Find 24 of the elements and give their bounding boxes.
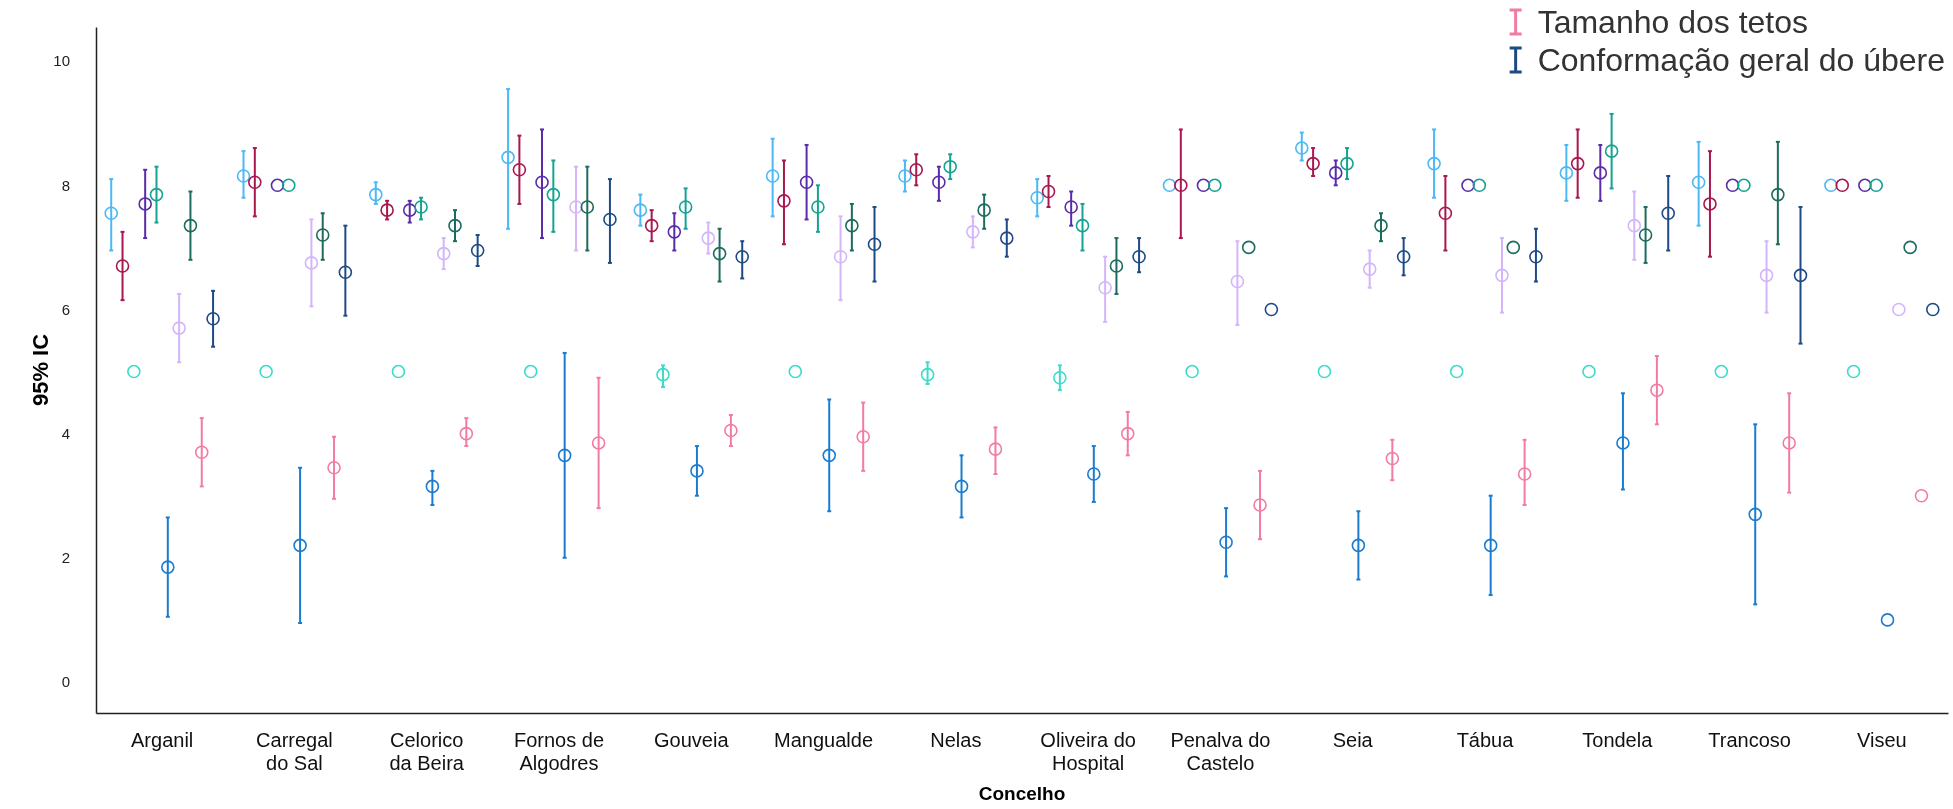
x-axis-title: Concelho [978, 783, 1066, 804]
x-tick-label: Carregal do Sal [256, 729, 333, 775]
y-tick-label: 8 [61, 176, 70, 194]
y-tick-label: 6 [61, 300, 70, 318]
x-tick-label: Seia [1332, 729, 1374, 752]
y-axis-title: 95% IC [28, 333, 53, 407]
x-tick-label: Tábua [1456, 729, 1515, 752]
x-tick-label: Nelas [930, 729, 982, 752]
x-tick-label: Trancoso [1708, 729, 1791, 752]
legend-label: Conformação geral do úbere [1537, 42, 1945, 78]
y-tick-label: 2 [61, 549, 70, 567]
x-tick-label: Tondela [1582, 729, 1654, 752]
x-tick-label: Celorico da Beira [389, 729, 465, 775]
x-tick-label: Viseu [1857, 729, 1907, 752]
x-tick-label: Arganil [131, 729, 194, 752]
x-tick-label: Mangualde [774, 729, 874, 752]
x-tick-label: Fornos de Algodres [513, 729, 605, 775]
y-tick-label: 4 [61, 424, 70, 442]
legend-label: Tamanho dos tetos [1537, 4, 1809, 40]
x-tick-label: Penalva do Castelo [1170, 729, 1271, 775]
y-tick-label: 0 [61, 673, 70, 691]
x-tick-label: Gouveia [654, 729, 730, 752]
y-tick-label: 10 [53, 52, 70, 70]
x-tick-label: Oliveira do Hospital [1040, 729, 1136, 775]
